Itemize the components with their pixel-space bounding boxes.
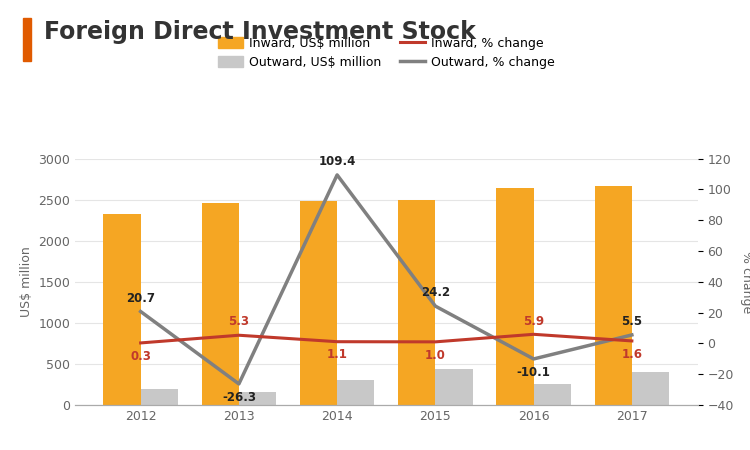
Text: -10.1: -10.1 <box>517 366 550 379</box>
Bar <box>496 188 533 405</box>
Bar <box>632 372 669 405</box>
Line: Outward, % change: Outward, % change <box>141 175 632 384</box>
Y-axis label: % change: % change <box>740 251 750 313</box>
Bar <box>533 384 571 405</box>
Line: Inward, % change: Inward, % change <box>141 334 632 343</box>
Outward, % change <box>627 332 636 338</box>
Text: -26.3: -26.3 <box>222 391 256 404</box>
Bar <box>202 203 239 405</box>
Text: 24.2: 24.2 <box>421 286 450 299</box>
Text: 5.3: 5.3 <box>229 315 250 328</box>
Outward, % change <box>235 381 244 387</box>
Y-axis label: US$ million: US$ million <box>20 247 33 317</box>
Text: 1.1: 1.1 <box>327 348 347 361</box>
Outward, % change <box>529 356 538 362</box>
Outward, % change <box>333 172 342 178</box>
Bar <box>338 379 374 405</box>
Inward, % change <box>136 340 146 346</box>
Outward, % change <box>136 309 146 314</box>
Inward, % change <box>529 332 538 337</box>
Text: 0.3: 0.3 <box>130 350 151 363</box>
Bar <box>398 200 435 405</box>
Inward, % change <box>333 339 342 344</box>
Bar <box>141 389 178 405</box>
Text: 1.6: 1.6 <box>621 348 642 361</box>
Bar <box>104 214 141 405</box>
Bar <box>595 186 632 405</box>
Text: 5.5: 5.5 <box>621 315 643 328</box>
Text: 5.9: 5.9 <box>523 315 544 328</box>
Bar <box>239 392 276 405</box>
Text: Foreign Direct Investment Stock: Foreign Direct Investment Stock <box>44 20 475 44</box>
Inward, % change <box>627 338 636 344</box>
Inward, % change <box>235 333 244 338</box>
Legend: Inward, US$ million, Outward, US$ million, Inward, % change, Outward, % change: Inward, US$ million, Outward, US$ millio… <box>217 37 555 69</box>
Text: 20.7: 20.7 <box>126 292 155 305</box>
Outward, % change <box>430 303 439 309</box>
Text: 109.4: 109.4 <box>319 155 356 168</box>
Bar <box>435 369 472 405</box>
Bar <box>300 201 338 405</box>
Inward, % change <box>430 339 439 345</box>
Text: 1.0: 1.0 <box>425 349 445 362</box>
